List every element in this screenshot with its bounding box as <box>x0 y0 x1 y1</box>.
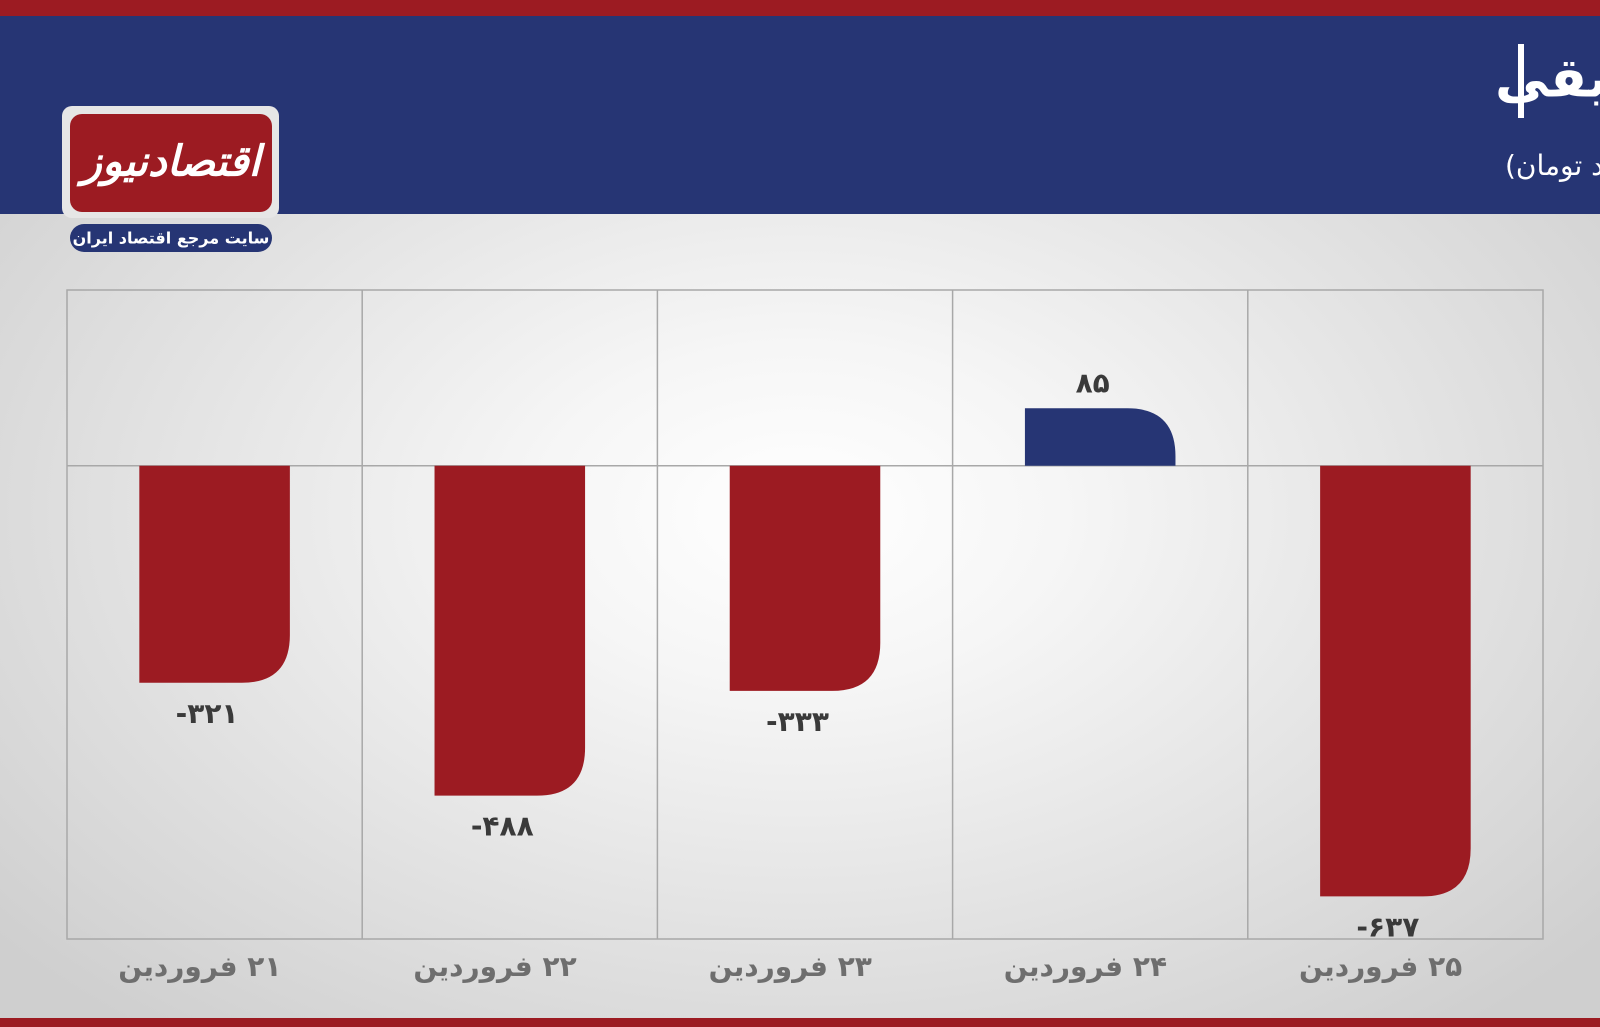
top-strip <box>0 0 1600 16</box>
x-tick-label: ۲۴ فروردین <box>1004 950 1167 983</box>
value-label: -۳۳۳ <box>766 705 829 738</box>
value-label: ۸۵ <box>1076 366 1110 399</box>
logo-text: اقتصادنیوز <box>76 137 266 187</box>
chart-subtitle: (واحد:میلیارد تومان) <box>1505 149 1600 182</box>
bar <box>1320 465 1471 897</box>
value-label: -۴۸۸ <box>471 810 534 843</box>
x-tick-label: ۲۵ فروردین <box>1299 950 1462 983</box>
x-tick-label: ۲۳ فروردین <box>709 950 872 983</box>
logo-box <box>70 114 272 212</box>
x-tick-label: ۲۱ فروردین <box>118 950 281 983</box>
plot-frame <box>66 289 1544 940</box>
value-label: -۶۳۷ <box>1356 910 1419 943</box>
bar <box>434 465 586 796</box>
chart-title: روند هفته خروج پول‌های حقیقی <box>1495 47 1600 110</box>
bar <box>139 465 290 683</box>
logo-tagline: سایت مرجع اقتصاد ایران <box>73 229 270 248</box>
bar <box>729 465 881 691</box>
tagline-pill <box>70 224 272 252</box>
value-label: -۳۲۱ <box>176 697 239 730</box>
x-tick-label: ۲۲ فروردین <box>413 950 576 983</box>
title-marker <box>1518 44 1524 118</box>
bar <box>1024 408 1176 466</box>
bottom-strip <box>0 1018 1600 1027</box>
